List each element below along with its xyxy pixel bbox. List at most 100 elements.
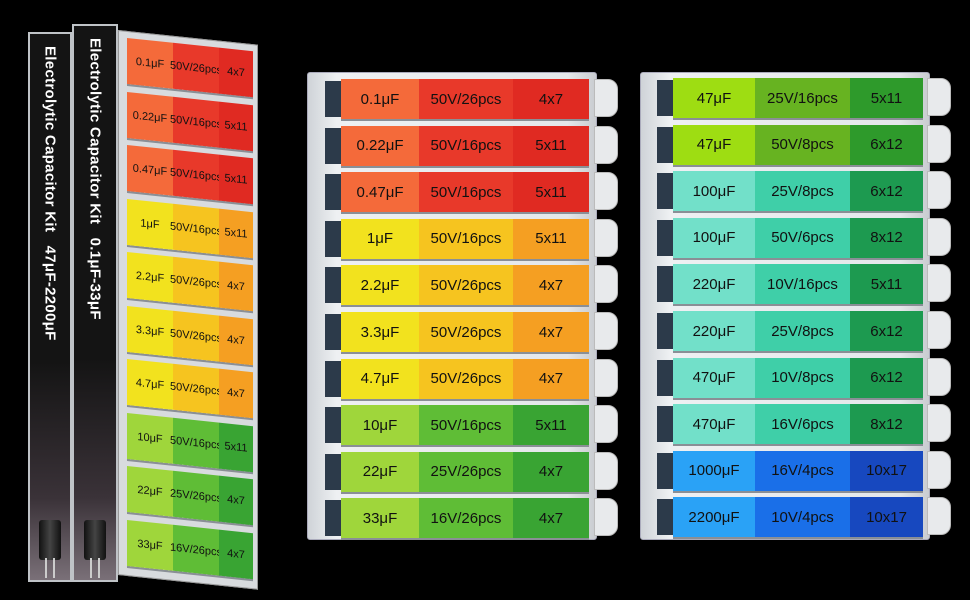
drawer-label[interactable]: 22μF 25V/26pcs 4x7 [341,451,589,492]
drawer-tab[interactable] [594,218,618,257]
label-rating: 16V/26pcs [419,498,513,539]
label-cap: 0.22μF [341,125,419,166]
drawer-label[interactable]: 0.1μF 50V/26pcs 4x7 [341,79,589,119]
label-rating: 10V/16pcs [755,264,850,305]
label-cap: 2.2μF [341,265,419,306]
label-rating: 50V/26pcs [419,79,513,119]
label-rating: 50V/26pcs [170,310,222,362]
label-size: 5x11 [219,422,253,472]
drawer-tab[interactable] [927,217,951,256]
label-cap: 1μF [341,218,419,259]
drawer-tab[interactable] [927,171,951,210]
drawer-tab[interactable] [594,172,618,211]
drawer-label[interactable]: 47μF 50V/8pcs 6x12 [673,124,923,165]
label-rating: 10V/8pcs [755,357,850,398]
drawer-label[interactable]: 220μF 10V/16pcs 5x11 [673,264,923,305]
drawer-label[interactable]: 1μF 50V/16pcs 5x11 [127,198,253,258]
label-rating: 16V/26pcs [170,524,222,576]
drawer-label[interactable]: 0.47μF 50V/16pcs 5x11 [341,172,589,213]
label-rating: 50V/26pcs [170,42,222,94]
drawer-tab[interactable] [594,358,618,397]
label-size: 4x7 [513,358,589,399]
drawer-label[interactable]: 470μF 10V/8pcs 6x12 [673,357,923,398]
label-size: 10x17 [850,450,923,491]
label-size: 4x7 [513,451,589,492]
drawer-tab[interactable] [594,265,618,304]
drawer-tab[interactable] [927,311,951,349]
drawer-label[interactable]: 33μF 16V/26pcs 4x7 [341,498,589,539]
drawer-label[interactable]: 2.2μF 50V/26pcs 4x7 [341,265,589,306]
drawer-label[interactable]: 0.1μF 50V/26pcs 4x7 [127,37,253,98]
label-rating: 50V/6pcs [755,217,850,258]
label-rating: 50V/16pcs [170,149,222,201]
compartment-window [325,174,343,211]
drawer-label[interactable]: 3.3μF 50V/26pcs 4x7 [341,312,589,352]
label-size: 6x12 [850,357,923,398]
drawer-tab[interactable] [594,498,618,537]
drawer-label[interactable]: 100μF 25V/8pcs 6x12 [673,171,923,212]
drawer-label[interactable]: 4.7μF 50V/26pcs 4x7 [341,358,589,399]
label-rating: 10V/4pcs [755,497,850,538]
label-rating: 25V/26pcs [419,451,513,492]
compartment-window [657,266,675,303]
label-cap: 0.1μF [127,37,173,89]
drawer-label[interactable]: 4.7μF 50V/26pcs 4x7 [127,358,253,419]
drawer-label[interactable]: 2.2μF 50V/26pcs 4x7 [127,251,253,312]
label-cap: 3.3μF [341,312,419,352]
drawer-label[interactable]: 100μF 50V/6pcs 8x12 [673,217,923,258]
label-cap: 3.3μF [127,305,173,357]
label-rating: 16V/6pcs [755,404,850,445]
drawer-tab[interactable] [927,124,951,163]
drawer-label[interactable]: 3.3μF 50V/26pcs 4x7 [127,305,253,365]
drawer-tab[interactable] [927,264,951,303]
kit-spine-large: Electrolytic Capacitor Kit 47μF-2200μF [28,32,72,582]
spine-label: Electrolytic Capacitor Kit 47μF-2200μF [42,46,59,341]
drawer-label[interactable]: 22μF 25V/26pcs 4x7 [127,465,253,526]
drawer-tab[interactable] [594,451,618,490]
compartment-window [325,453,343,490]
label-cap: 33μF [127,519,173,571]
drawer-tab[interactable] [927,357,951,396]
drawer-label[interactable]: 470μF 16V/6pcs 8x12 [673,404,923,445]
compartment-window [325,407,343,444]
drawer-label[interactable]: 2200μF 10V/4pcs 10x17 [673,497,923,538]
drawer-label[interactable]: 0.22μF 50V/16pcs 5x11 [341,125,589,166]
drawer-label[interactable]: 220μF 25V/8pcs 6x12 [673,311,923,351]
compartment-window [325,220,343,257]
compartment-window [657,452,675,489]
label-size: 6x12 [850,171,923,212]
drawer-label[interactable]: 1μF 50V/16pcs 5x11 [341,218,589,259]
drawer-tab[interactable] [594,312,618,350]
label-cap: 4.7μF [341,358,419,399]
drawer-tab[interactable] [927,404,951,443]
compartment-window [657,359,675,396]
label-cap: 22μF [127,465,173,517]
drawer-label[interactable]: 1000μF 16V/4pcs 10x17 [673,450,923,491]
compartment-window [325,127,343,164]
drawer-label[interactable]: 10μF 50V/16pcs 5x11 [341,405,589,446]
label-cap: 33μF [341,498,419,539]
label-rating: 50V/16pcs [170,417,222,469]
drawer-tab[interactable] [927,78,951,116]
drawer-label[interactable]: 10μF 50V/16pcs 5x11 [127,412,253,472]
label-cap: 4.7μF [127,358,173,410]
drawer-tab[interactable] [594,405,618,444]
label-size: 6x12 [850,311,923,351]
drawer-label[interactable]: 0.47μF 50V/16pcs 5x11 [127,144,253,205]
label-size: 4x7 [219,475,253,526]
drawer-label[interactable]: 33μF 16V/26pcs 4x7 [127,519,253,579]
label-size: 5x11 [513,218,589,259]
drawer-tab[interactable] [594,79,618,117]
drawer-label[interactable]: 47μF 25V/16pcs 5x11 [673,78,923,118]
drawer-tab[interactable] [927,497,951,536]
label-rating: 50V/26pcs [170,256,222,308]
label-cap: 0.47μF [127,144,173,196]
label-size: 4x7 [513,498,589,539]
drawer-tab[interactable] [594,125,618,164]
compartment-window [325,267,343,304]
drawer-label[interactable]: 0.22μF 50V/16pcs 5x11 [127,91,253,151]
label-cap: 470μF [673,357,755,398]
drawer-tab[interactable] [927,450,951,489]
label-cap: 0.22μF [127,91,173,143]
compartment-window [657,499,675,536]
